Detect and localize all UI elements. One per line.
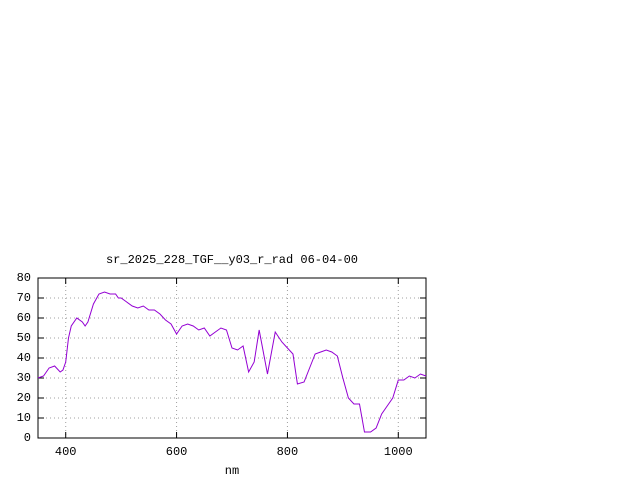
- y-tick-label: 50: [17, 331, 31, 345]
- y-tick-label: 60: [17, 311, 31, 325]
- y-tick-label: 20: [17, 391, 31, 405]
- x-axis-label: nm: [225, 464, 239, 478]
- chart-title: sr_2025_228_TGF__y03_r_rad 06-04-00: [106, 253, 358, 267]
- y-tick-label: 10: [17, 411, 31, 425]
- plot-frame: [37, 277, 427, 439]
- x-tick-label: 800: [277, 445, 299, 459]
- y-tick-label: 80: [17, 271, 31, 285]
- y-tick-label: 30: [17, 371, 31, 385]
- x-tick-label: 1000: [384, 445, 413, 459]
- x-tick-label: 600: [166, 445, 188, 459]
- y-tick-label: 40: [17, 351, 31, 365]
- y-tick-label: 70: [17, 291, 31, 305]
- y-tick-label: 0: [24, 431, 31, 445]
- x-tick-label: 400: [55, 445, 77, 459]
- data-line: [37, 291, 427, 433]
